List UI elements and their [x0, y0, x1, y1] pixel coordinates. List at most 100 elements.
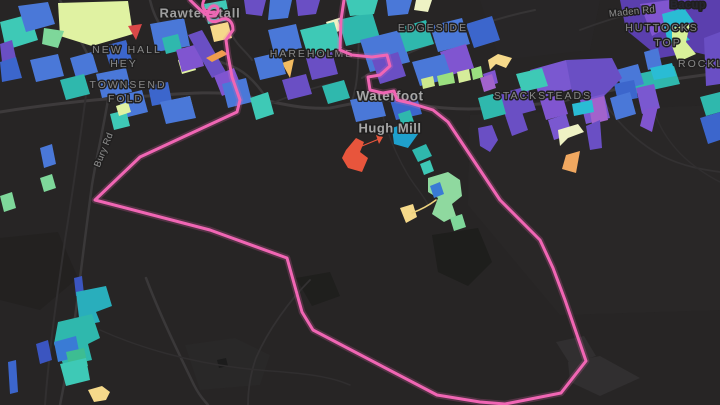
parcel-polygon[interactable] [60, 74, 90, 100]
map-label-townsend-fold-line1: TOWNSEND [89, 79, 166, 91]
parcel-polygon[interactable] [488, 54, 512, 70]
map-label-townsend-fold-line2: FOLD [108, 93, 144, 105]
map-label-bacup: Bacup [670, 0, 706, 11]
road-line [599, 93, 720, 173]
parcel-polygon[interactable] [148, 82, 172, 106]
parcel-polygon[interactable] [506, 112, 528, 136]
parcel-polygon[interactable] [0, 57, 22, 82]
parcel-polygon[interactable] [268, 0, 292, 20]
road-line [44, 94, 87, 405]
parcel-polygon[interactable] [0, 40, 16, 62]
map-label-rawtenstall: Rawtenstall [159, 5, 240, 20]
parcel-polygon[interactable] [414, 0, 432, 12]
boundary-line[interactable] [93, 0, 588, 405]
parcel-polygon[interactable] [36, 340, 52, 364]
parcel-polygon[interactable] [586, 120, 602, 150]
parcel-polygon[interactable] [40, 174, 56, 192]
parcel-polygon[interactable] [30, 54, 64, 82]
parcel-polygon[interactable] [268, 24, 302, 54]
road-line [247, 279, 311, 405]
parcel-polygon[interactable] [398, 110, 414, 126]
terrain-patch [468, 105, 720, 315]
parcel-polygon[interactable] [342, 138, 368, 172]
parcel-polygon[interactable] [430, 18, 470, 52]
parcel-polygon[interactable] [110, 110, 130, 130]
parcel-polygon[interactable] [644, 48, 662, 70]
parcel-polygon[interactable] [70, 52, 98, 78]
parcel-polygon[interactable] [18, 2, 55, 32]
parcel-polygon[interactable] [516, 68, 548, 92]
parcel-polygon[interactable] [437, 72, 455, 86]
parcel-polygon[interactable] [662, 8, 694, 44]
map-label-new-hall-hey-line1: NEW HALL [92, 44, 162, 56]
parcel-polygon[interactable] [420, 160, 434, 175]
parcel-polygon[interactable] [398, 20, 434, 52]
parcel-polygon[interactable] [306, 52, 338, 80]
parcel-polygon[interactable] [636, 84, 660, 114]
parcel-polygon[interactable] [128, 24, 142, 40]
parcel-polygon[interactable] [386, 0, 412, 16]
parcel-polygon[interactable] [58, 1, 133, 46]
parcel-polygon[interactable] [558, 124, 584, 146]
map-label-rockliffe: ROCKLIFFE [678, 58, 720, 70]
parcel-polygon[interactable] [700, 112, 720, 144]
parcel-polygon[interactable] [162, 34, 182, 54]
parcel-polygon[interactable] [0, 192, 16, 212]
terrain-patch [296, 272, 340, 306]
parcel-polygon[interactable] [700, 92, 720, 116]
parcel-polygon[interactable] [322, 80, 350, 104]
parcel-polygon[interactable] [40, 144, 56, 168]
parcel-polygon[interactable] [478, 125, 498, 152]
parcel-polygon[interactable] [160, 96, 196, 124]
map-label-hareholme: HAREHOLME [270, 48, 355, 60]
parcel-polygon[interactable] [60, 358, 90, 386]
parcel-connector-line [361, 138, 380, 147]
parcel-polygon[interactable] [610, 92, 636, 120]
parcel-polygon[interactable] [640, 106, 658, 132]
parcel-polygon[interactable] [566, 58, 622, 100]
parcel-polygon[interactable] [412, 144, 432, 162]
parcel-polygon[interactable] [572, 100, 594, 116]
parcel-polygon[interactable] [672, 24, 696, 62]
parcel-polygon[interactable] [478, 92, 506, 120]
parcel-polygon[interactable] [421, 76, 435, 89]
parcel-polygon[interactable] [400, 204, 417, 223]
road-line [379, 104, 429, 206]
parcel-polygon[interactable] [250, 92, 274, 120]
parcel-polygon[interactable] [450, 214, 466, 231]
parcel-polygon[interactable] [282, 74, 312, 100]
parcel-polygon[interactable] [42, 28, 64, 48]
parcel-polygon[interactable] [350, 94, 386, 122]
parcel-polygon[interactable] [96, 68, 132, 98]
parcel-polygon[interactable] [650, 63, 676, 80]
parcel-polygon[interactable] [457, 69, 471, 83]
road-line [99, 329, 351, 386]
parcel-polygon[interactable] [471, 66, 483, 80]
parcel-polygon[interactable] [244, 0, 266, 16]
parcel-polygon[interactable] [282, 59, 294, 78]
parcel-polygon[interactable] [188, 30, 226, 78]
parcel-polygon[interactable] [300, 22, 342, 56]
parcel-polygon[interactable] [430, 182, 444, 198]
parcel-polygon[interactable] [338, 12, 380, 46]
parcel-polygon[interactable] [8, 360, 18, 394]
parcel-polygon[interactable] [376, 135, 383, 144]
parcel-polygon[interactable] [88, 386, 110, 402]
parcel-polygon[interactable] [466, 16, 500, 48]
parcel-polygon[interactable] [346, 0, 378, 16]
parcel-polygon[interactable] [704, 32, 720, 86]
parcel-polygon[interactable] [296, 0, 320, 16]
map-label-huttocks-line1: HUTTOCKS [625, 22, 699, 34]
parcel-polygon[interactable] [588, 96, 608, 124]
parcel-polygon[interactable] [480, 74, 496, 92]
parcel-polygon[interactable] [116, 102, 131, 116]
parcel-polygon[interactable] [498, 86, 536, 118]
parcel-polygon[interactable] [254, 52, 286, 80]
parcel-polygon[interactable] [540, 94, 568, 120]
parcel-polygon[interactable] [392, 122, 418, 148]
parcel-polygon[interactable] [206, 50, 228, 62]
parcel-polygon[interactable] [104, 40, 132, 66]
parcel-polygon[interactable] [562, 151, 580, 173]
